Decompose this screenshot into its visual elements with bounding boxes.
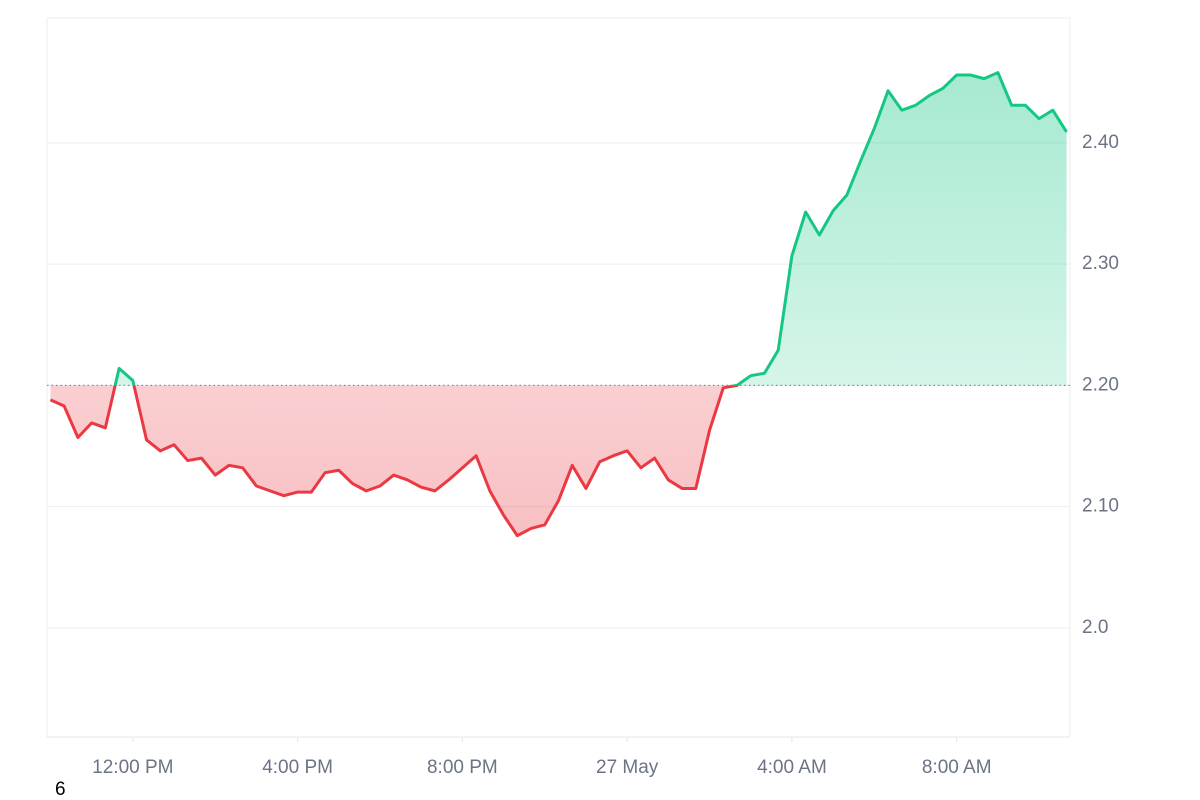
area-down [50, 385, 738, 536]
x-tick-label: 4:00 PM [262, 757, 333, 778]
price-line-up [113, 71, 1068, 386]
y-tick-label: 2.0 [1082, 617, 1108, 638]
annotation: 6 [55, 779, 66, 800]
x-tick-label: 8:00 PM [427, 757, 498, 778]
x-tick-label: 12:00 PM [92, 757, 173, 778]
y-tick-label: 2.10 [1082, 496, 1119, 517]
x-tick-label: 8:00 AM [922, 757, 992, 778]
y-tick-label: 2.40 [1082, 132, 1119, 153]
x-tick-label: 4:00 AM [757, 757, 827, 778]
area-up [50, 72, 1067, 386]
y-tick-label: 2.30 [1082, 253, 1119, 274]
x-tick-label: 27 May [596, 757, 659, 778]
price-line-down [49, 385, 740, 538]
y-tick-label: 2.20 [1082, 374, 1119, 395]
